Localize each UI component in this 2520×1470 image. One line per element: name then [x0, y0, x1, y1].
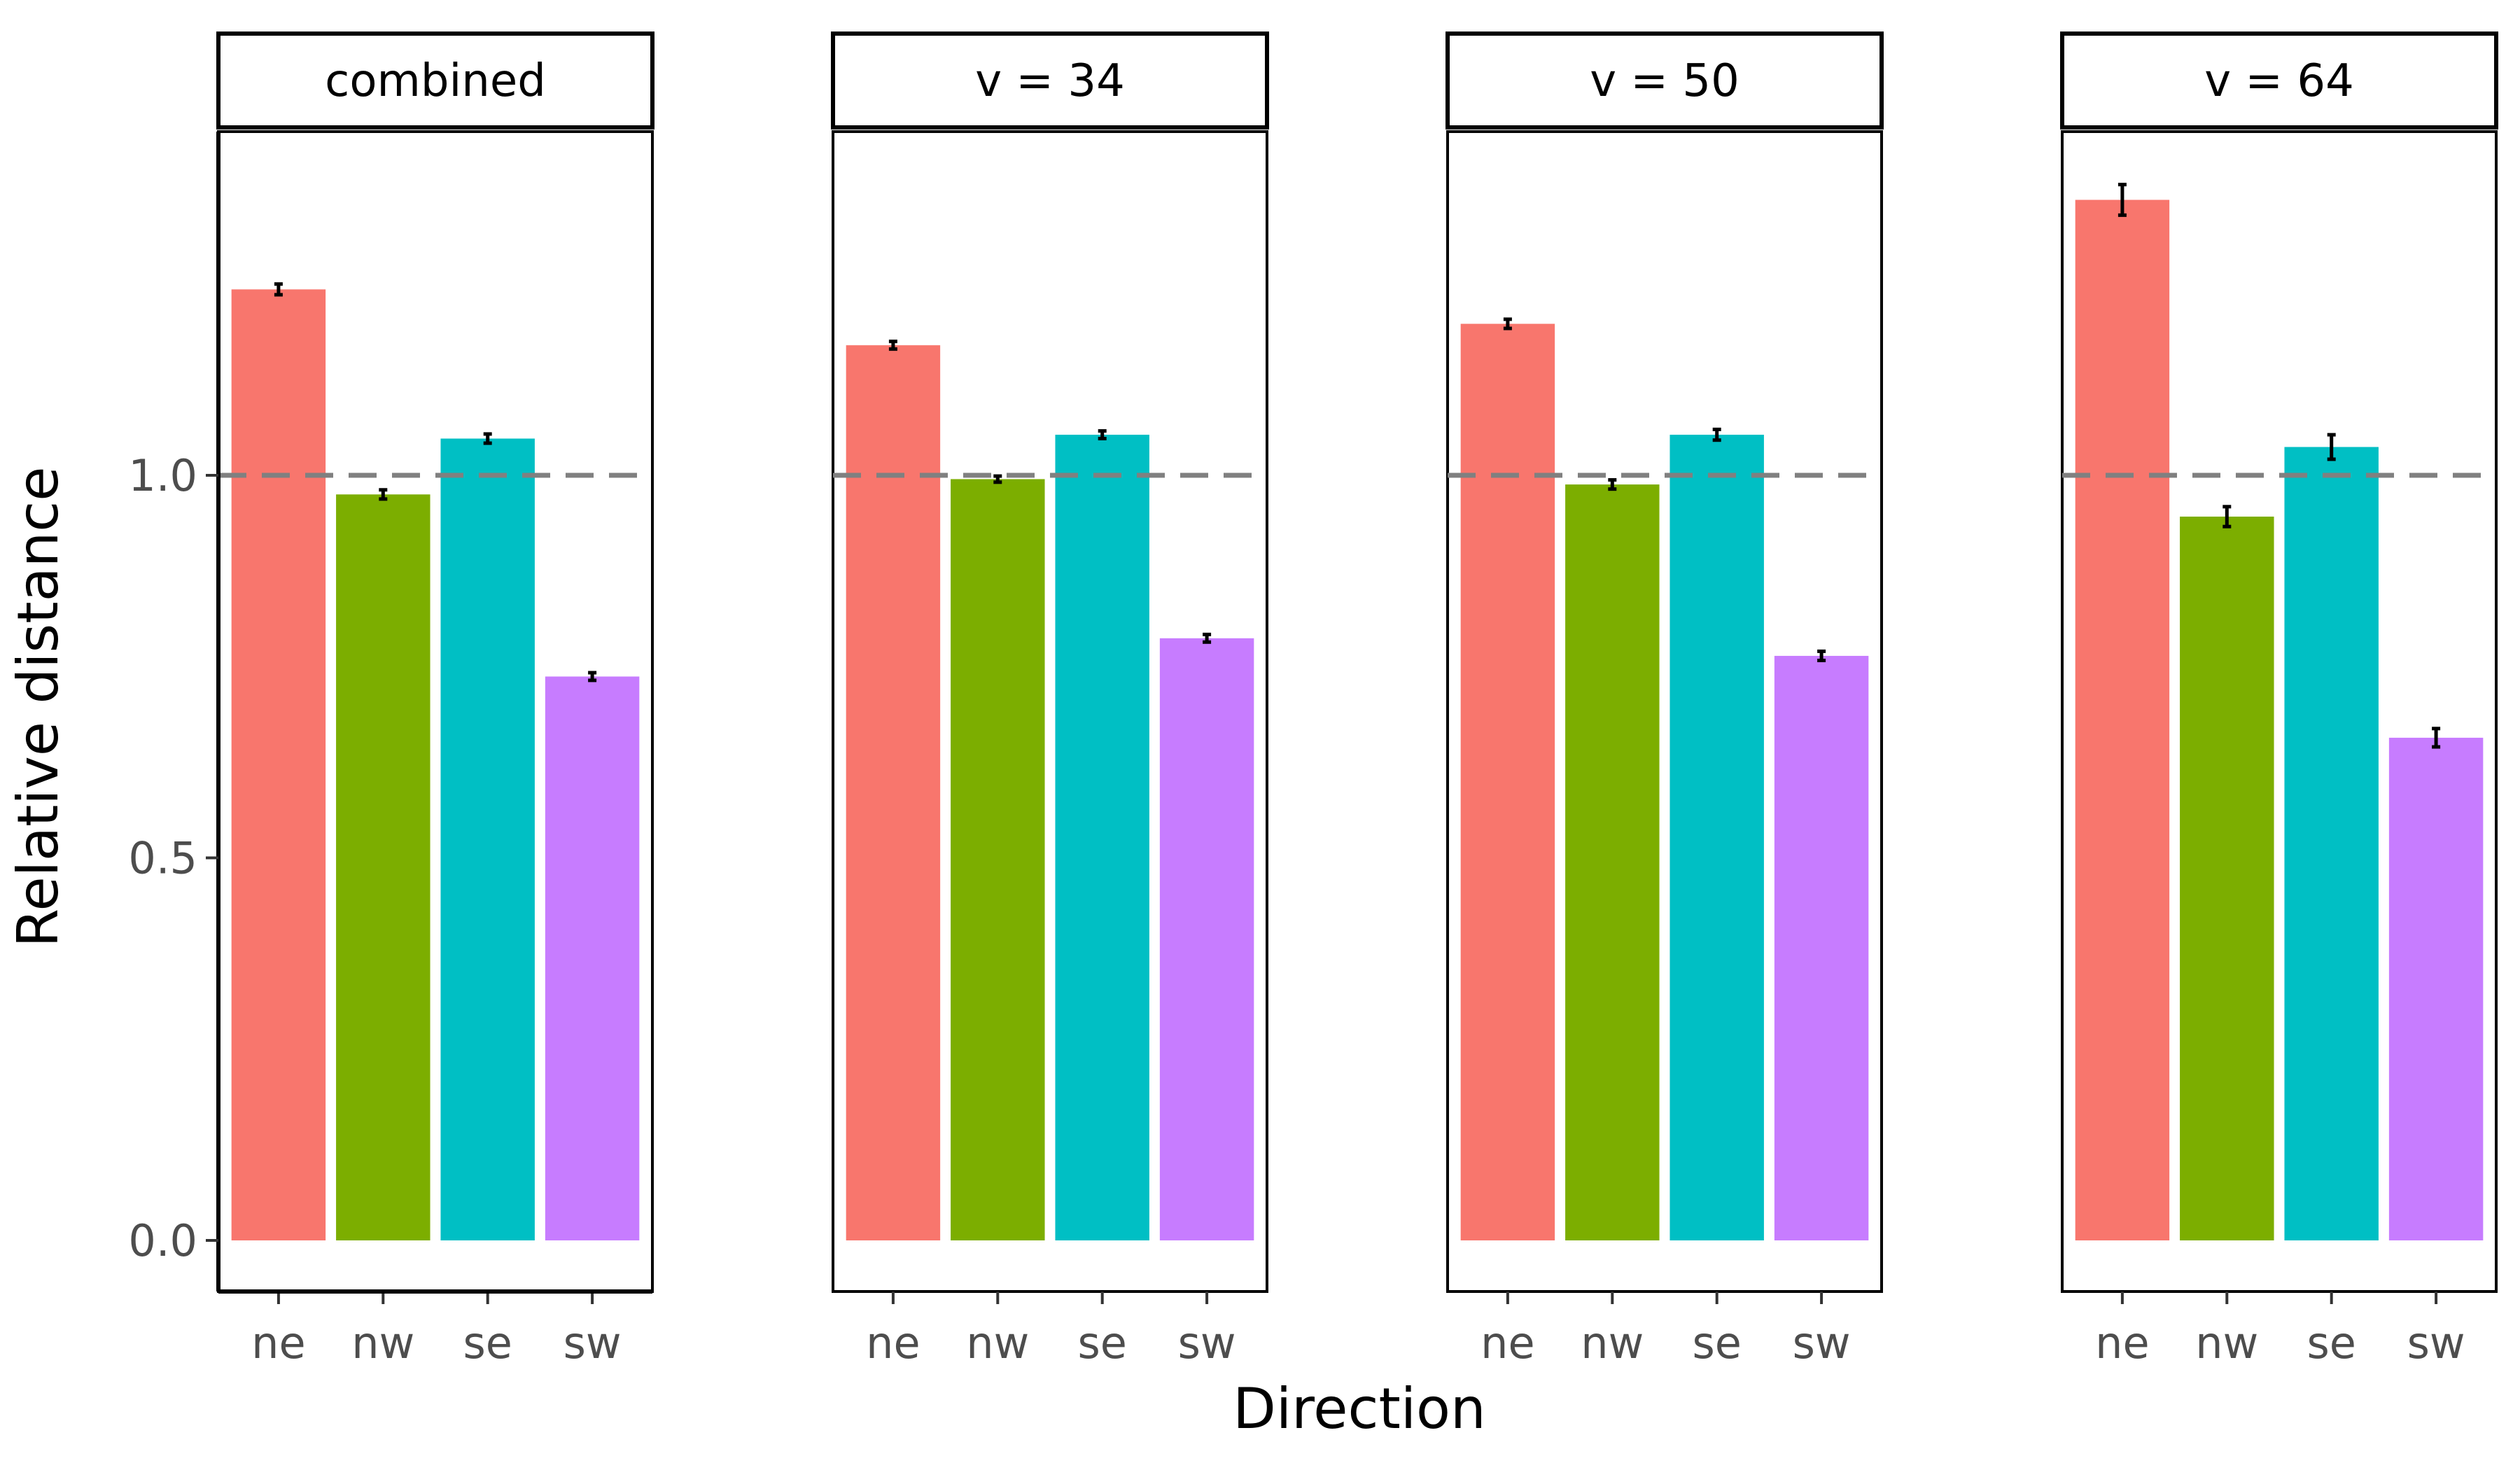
bar-ne: [1460, 323, 1555, 1241]
bar-nw: [1565, 484, 1660, 1241]
x-tick-label: ne: [1480, 1317, 1534, 1368]
x-tick-label: se: [1077, 1317, 1126, 1368]
x-tick-label: se: [2306, 1317, 2356, 1368]
facet-strip-label: v = 50: [1590, 55, 1740, 107]
error-bar: [1817, 649, 1826, 663]
x-tick-label: ne: [2095, 1317, 2149, 1368]
bar-ne: [231, 289, 326, 1240]
bar-se: [2284, 447, 2379, 1240]
error-bar: [2432, 727, 2441, 749]
error-bar: [379, 488, 388, 501]
bar-se: [1670, 435, 1764, 1240]
y-axis: 0.0 0.5 1.0: [128, 132, 652, 1294]
x-tick-label: sw: [1793, 1317, 1851, 1368]
bar-ne: [846, 345, 941, 1241]
error-bar: [274, 282, 283, 297]
error-bar: [888, 340, 897, 351]
facet-panel: combined ne nw se sw: [216, 31, 654, 1368]
x-tick-label: se: [463, 1317, 512, 1368]
facet-panel: v = 64 ne nw se sw: [2060, 31, 2498, 1368]
facet-strip: [1446, 31, 1884, 130]
bar-sw: [2388, 737, 2484, 1240]
y-tick-label: 0.5: [128, 833, 197, 884]
bar-ne: [2075, 200, 2170, 1240]
x-tick-label: sw: [564, 1317, 622, 1368]
error-bar: [1503, 317, 1512, 330]
bar-sw: [1159, 638, 1254, 1240]
x-tick-label: se: [1692, 1317, 1741, 1368]
facet-panel: v = 50 ne nw se sw: [1446, 31, 1884, 1368]
error-bar: [2222, 505, 2232, 528]
error-bar: [1203, 632, 1212, 644]
error-bar: [993, 474, 1002, 484]
y-axis-title: Relative distance: [6, 466, 71, 947]
x-tick-label: sw: [1178, 1317, 1236, 1368]
facet-strip-label: v = 64: [2204, 55, 2354, 107]
bar-nw: [2180, 517, 2274, 1240]
error-bar: [588, 671, 597, 682]
facet-strip-label: combined: [325, 55, 546, 107]
y-tick-label: 1.0: [128, 450, 197, 501]
bar-se: [1055, 435, 1149, 1240]
bar-sw: [545, 676, 640, 1240]
x-tick-label: ne: [866, 1317, 920, 1368]
error-bar: [1098, 429, 1107, 441]
facet-panel: v = 34 ne nw se sw: [831, 31, 1269, 1368]
x-tick-label: nw: [1581, 1317, 1644, 1368]
facet-strip: [831, 31, 1269, 130]
bar-nw: [336, 494, 430, 1241]
x-tick-label: ne: [251, 1317, 305, 1368]
facet-strip: [2060, 31, 2498, 130]
error-bar: [1712, 427, 1721, 442]
x-tick-label: nw: [2195, 1317, 2258, 1368]
bar-nw: [951, 479, 1045, 1240]
x-tick-label: nw: [351, 1317, 414, 1368]
facet-strip-label: v = 34: [975, 55, 1125, 107]
error-bar: [2118, 183, 2127, 217]
error-bar: [2327, 433, 2336, 461]
error-bar: [483, 432, 492, 445]
facet-strip: [216, 31, 654, 130]
error-bar: [1608, 478, 1617, 491]
x-tick-label: sw: [2407, 1317, 2465, 1368]
bar-se: [440, 438, 535, 1240]
x-axis-title: Direction: [1233, 1376, 1485, 1441]
x-tick-label: nw: [966, 1317, 1029, 1368]
bar-sw: [1774, 655, 1869, 1240]
y-tick-label: 0.0: [128, 1215, 197, 1266]
